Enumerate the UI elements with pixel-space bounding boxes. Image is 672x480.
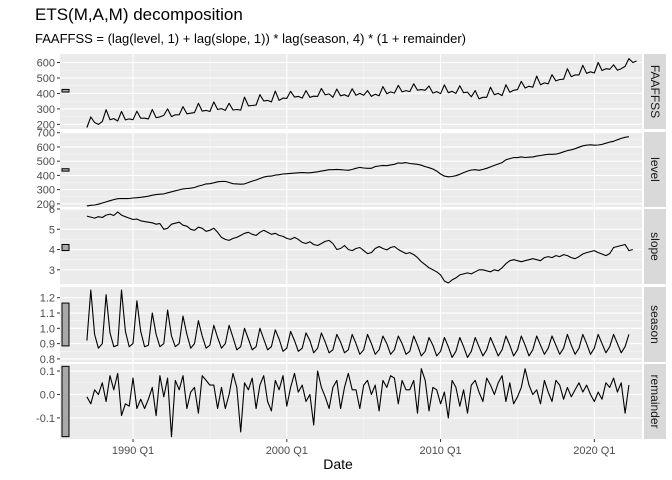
series-line xyxy=(86,368,630,438)
x-tick-label: 2020 Q1 xyxy=(573,445,615,457)
x-tick-label: 1990 Q1 xyxy=(112,445,154,457)
y-tick-label: 0.1 xyxy=(40,366,55,378)
y-tick-label: 600 xyxy=(37,58,55,70)
panel-slope: 3 4 5 6 slope xyxy=(49,204,666,284)
y-tick-label: -0.1 xyxy=(36,413,55,425)
strip-background xyxy=(644,364,666,439)
scale-bar xyxy=(61,168,70,172)
panel-season: 0.8 0.9 1.0 1.1 1.2 season xyxy=(40,287,666,366)
y-tick-label: 1.0 xyxy=(40,323,55,335)
scale-bar xyxy=(61,302,70,347)
x-axis-label: Date xyxy=(323,456,353,472)
y-tick-label: 1.2 xyxy=(40,293,55,305)
strip-background xyxy=(644,132,666,207)
y-tick-label: 1.1 xyxy=(40,308,55,320)
x-tick-label: 2010 Q1 xyxy=(419,445,461,457)
y-tick-label: 0.0 xyxy=(40,389,55,401)
series-line xyxy=(86,58,637,128)
y-tick-label: 400 xyxy=(37,170,55,182)
strip-label: FAAFFSS xyxy=(648,65,662,118)
y-tick-label: 6 xyxy=(49,204,55,216)
y-tick-label: 300 xyxy=(37,104,55,116)
panel-FAAFFSS: 200 300 400 500 600 FAAFFSS xyxy=(37,54,666,131)
scale-bar xyxy=(61,88,70,93)
panels: 200 300 400 500 600 FAAFFSS 200 300 400 500 600 700… xyxy=(36,54,666,439)
panel-remainder: -0.1 0.0 0.1 remainder xyxy=(36,364,666,439)
y-tick-label: 300 xyxy=(37,185,55,197)
strip-label: level xyxy=(648,157,662,182)
panel-background xyxy=(60,209,642,284)
y-tick-label: 500 xyxy=(37,156,55,168)
y-tick-label: 5 xyxy=(49,224,55,236)
strip-background xyxy=(644,209,666,284)
y-tick-label: 0.9 xyxy=(40,339,55,351)
chart-subtitle: FAAFFSS = (lag(level, 1) + lag(slope, 1)… xyxy=(35,31,466,46)
y-tick-label: 200 xyxy=(37,199,55,211)
y-tick-label: 600 xyxy=(37,142,55,154)
y-tick-label: 0.8 xyxy=(40,354,55,366)
y-tick-label: 4 xyxy=(49,245,55,257)
y-tick-label: 700 xyxy=(37,128,55,140)
scale-bar xyxy=(61,243,70,252)
strip-background xyxy=(644,287,666,362)
panel-background xyxy=(60,287,642,362)
strip-label: season xyxy=(648,305,662,344)
chart-title: ETS(M,A,M) decomposition xyxy=(35,5,243,24)
strip-background xyxy=(644,54,666,129)
y-tick-label: 3 xyxy=(49,265,55,277)
y-tick-label: 500 xyxy=(37,73,55,85)
panel-level: 200 300 400 500 600 700 level xyxy=(37,128,666,211)
x-axis: 1990 Q1 2000 Q1 2010 Q1 2020 Q1 xyxy=(112,439,615,457)
series-line xyxy=(86,211,633,284)
strip-label: slope xyxy=(648,232,662,261)
scale-bar xyxy=(61,365,70,438)
y-tick-label: 200 xyxy=(37,119,55,131)
x-tick-label: 2000 Q1 xyxy=(266,445,308,457)
strip-label: remainder xyxy=(648,374,662,428)
series-line xyxy=(86,289,630,358)
y-tick-label: 400 xyxy=(37,88,55,100)
series-line xyxy=(86,136,629,207)
